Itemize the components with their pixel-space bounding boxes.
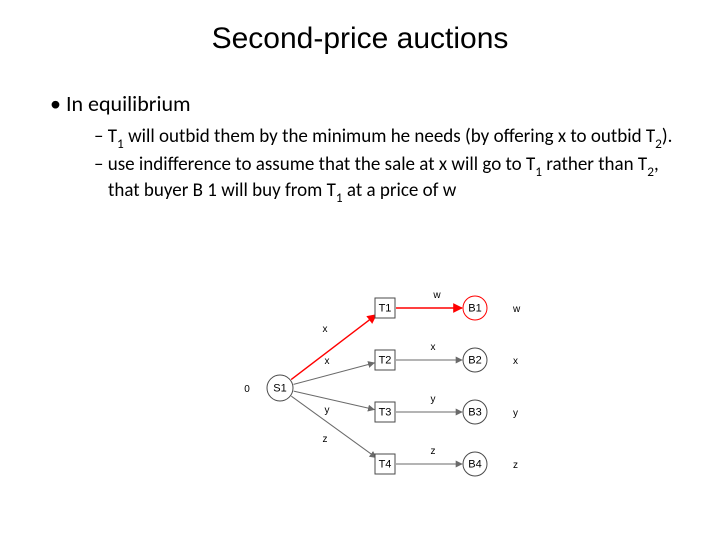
slide-title: Second-price auctions bbox=[40, 22, 680, 56]
svg-text:x: x bbox=[513, 356, 518, 367]
bullet-level1: In equilibrium bbox=[50, 90, 680, 117]
svg-text:z: z bbox=[323, 434, 328, 445]
b2b-sub3: 1 bbox=[336, 189, 343, 206]
b2b-post: at a price of w bbox=[343, 179, 457, 202]
b2b-sub2: 2 bbox=[647, 163, 654, 180]
svg-text:z: z bbox=[513, 460, 518, 471]
svg-text:y: y bbox=[513, 408, 518, 419]
svg-text:x: x bbox=[325, 356, 330, 367]
svg-text:S1: S1 bbox=[273, 383, 286, 395]
network-diagram: x x y z w x y z S1 T1 T2 T3 T4 B1 B2 B3 B4 0 w x y z bbox=[225, 280, 535, 490]
bullet-level2-b: use indifference to assume that the sale… bbox=[94, 153, 680, 205]
svg-text:T3: T3 bbox=[379, 407, 392, 419]
b2a-sub2: 2 bbox=[655, 135, 662, 152]
svg-text:B1: B1 bbox=[468, 303, 481, 315]
svg-text:B4: B4 bbox=[468, 459, 481, 471]
b2a-pre: T bbox=[108, 125, 117, 148]
svg-text:y: y bbox=[431, 394, 436, 405]
svg-text:B2: B2 bbox=[468, 355, 481, 367]
b2a-post: ). bbox=[662, 125, 673, 148]
svg-text:z: z bbox=[431, 446, 436, 457]
svg-text:0: 0 bbox=[244, 384, 250, 395]
slide: Second-price auctions In equilibrium T1 … bbox=[0, 0, 720, 540]
svg-text:y: y bbox=[325, 405, 330, 416]
diagram-svg: x x y z w x y z S1 T1 T2 T3 T4 B1 B2 B3 B4 0 w x y z bbox=[225, 280, 535, 490]
svg-text:B3: B3 bbox=[468, 407, 481, 419]
b2a-sub1: 1 bbox=[117, 135, 124, 152]
svg-text:x: x bbox=[431, 342, 436, 353]
svg-text:x: x bbox=[323, 324, 328, 335]
bullet-level2-a: T1 will outbid them by the minimum he ne… bbox=[94, 125, 680, 151]
b2a-mid: will outbid them by the minimum he needs… bbox=[124, 125, 655, 148]
svg-text:T4: T4 bbox=[379, 459, 392, 471]
svg-text:w: w bbox=[432, 290, 441, 301]
b2b-pre: use indifference to assume that the sale… bbox=[108, 153, 536, 176]
svg-text:w: w bbox=[512, 304, 521, 315]
svg-text:T2: T2 bbox=[379, 355, 392, 367]
b2b-mid1: rather than T bbox=[542, 153, 647, 176]
svg-text:T1: T1 bbox=[379, 303, 392, 315]
bullet1-text: In equilibrium bbox=[66, 90, 191, 117]
b2b-sub1: 1 bbox=[535, 163, 542, 180]
